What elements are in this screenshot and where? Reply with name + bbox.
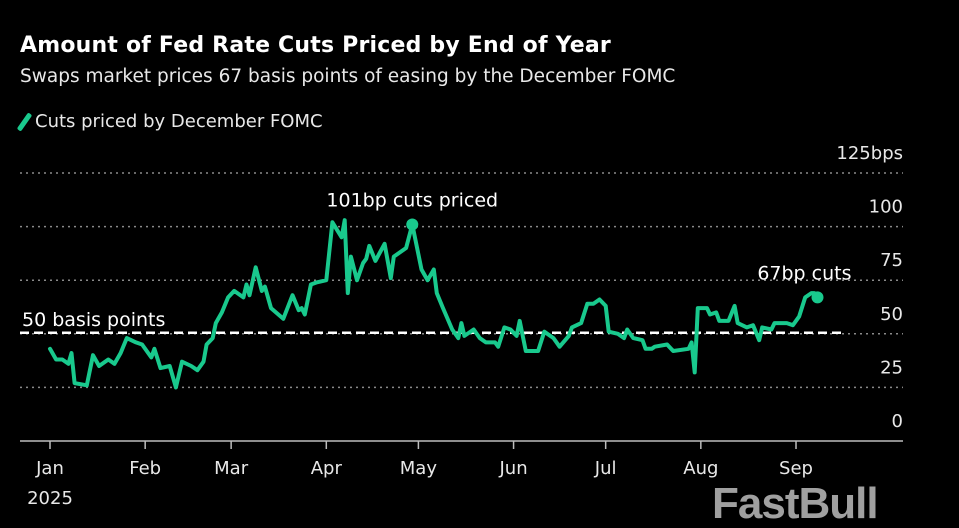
y-tick-label: 25 bbox=[880, 357, 903, 378]
reference-line-label: 50 basis points bbox=[22, 309, 165, 331]
annotation-label: 67bp cuts bbox=[757, 262, 851, 284]
x-tick-label: Sep bbox=[779, 458, 813, 479]
y-tick-label: 50 bbox=[880, 304, 903, 325]
fastbull-watermark-logo: FastBull bbox=[712, 482, 878, 526]
x-year-label: 2025 bbox=[27, 488, 73, 509]
x-tick-label: Mar bbox=[214, 458, 249, 479]
x-tick-label: Jan bbox=[35, 458, 64, 479]
x-tick-label: Jul bbox=[594, 458, 617, 479]
x-tick-label: Feb bbox=[129, 458, 161, 479]
x-tick-label: Apr bbox=[311, 458, 343, 479]
annotation-marker bbox=[812, 291, 824, 303]
x-tick-label: Aug bbox=[683, 458, 718, 479]
y-tick-label: 75 bbox=[880, 250, 903, 271]
y-tick-label: 100 bbox=[869, 197, 903, 218]
annotation-label: 101bp cuts priced bbox=[326, 189, 498, 211]
x-tick-label: May bbox=[400, 458, 438, 479]
series-line-cuts-priced bbox=[50, 220, 818, 387]
x-tick-label: Jun bbox=[499, 458, 528, 479]
y-tick-label: 0 bbox=[892, 411, 903, 432]
annotation-marker bbox=[406, 218, 418, 230]
y-tick-label: 125bps bbox=[836, 143, 903, 164]
